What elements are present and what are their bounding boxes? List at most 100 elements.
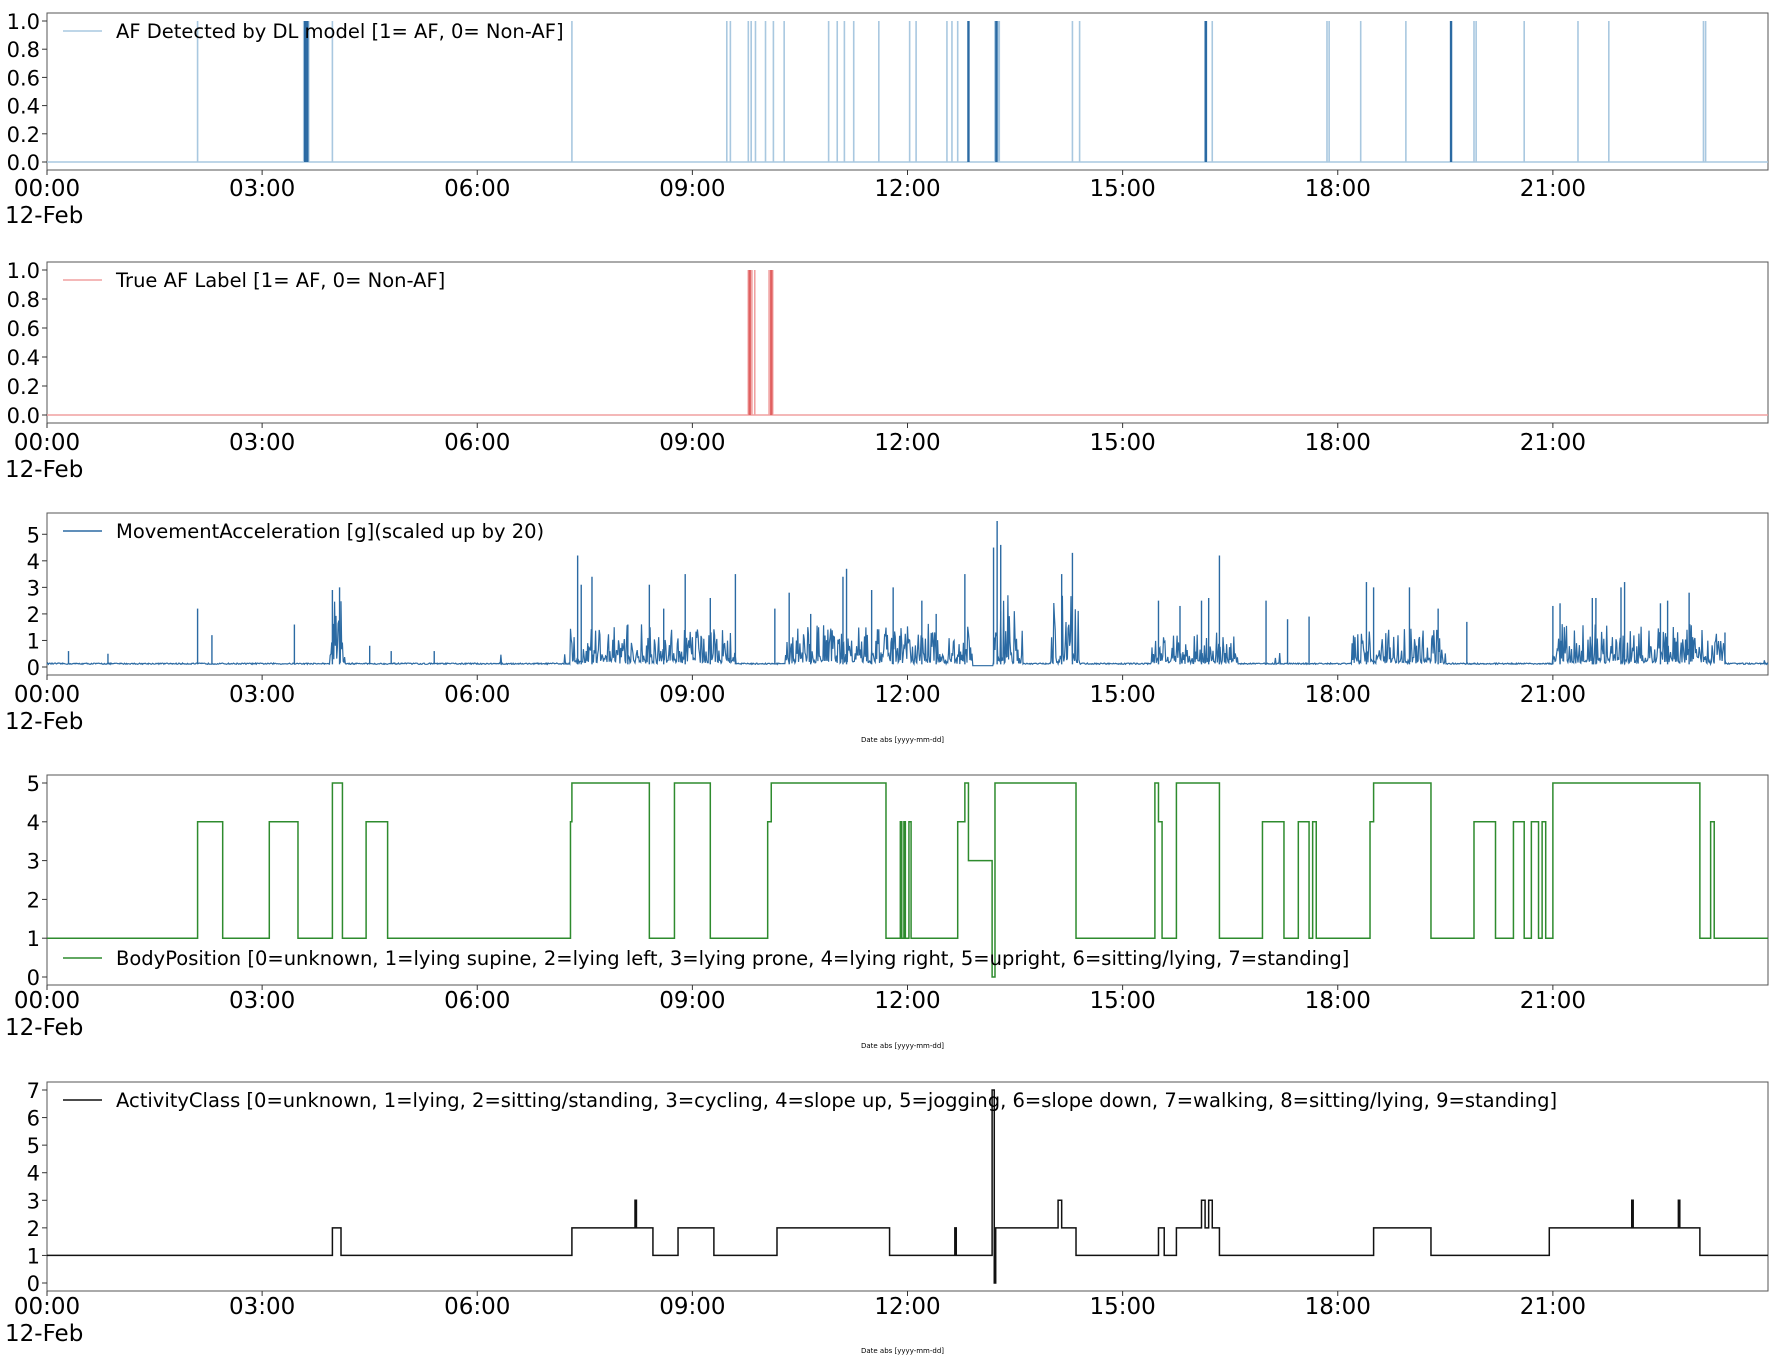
plot-area bbox=[47, 270, 1768, 416]
legend-label: ActivityClass [0=unknown, 1=lying, 2=sit… bbox=[116, 1089, 1557, 1112]
x-axis-label: Date abs [yyyy-mm-dd] bbox=[861, 1042, 944, 1050]
series-line bbox=[46, 595, 1769, 667]
x-tick-label: 21:00 bbox=[1520, 1294, 1586, 1320]
chart-body_position: 0 1 2 3 4 5 00:00 03:00 06:00 09:00 12:00 15:00 18:0… bbox=[5, 772, 1769, 1050]
y-tick-label: 6 bbox=[27, 1107, 40, 1131]
x-tick-label: 00:00 bbox=[14, 1294, 80, 1320]
x-tick-label: 12:00 bbox=[874, 988, 940, 1014]
series-line bbox=[47, 782, 1768, 978]
x-tick-label: 18:00 bbox=[1305, 430, 1371, 456]
x-date-label: 12-Feb bbox=[5, 1321, 83, 1347]
x-tick-label: 00:00 bbox=[14, 682, 80, 708]
legend: AF Detected by DL model [1= AF, 0= Non-A… bbox=[63, 20, 564, 43]
chart-true_af: 0.0 0.2 0.4 0.6 0.8 1.0 00:00 03:00 06:00 09:00 12… bbox=[5, 259, 1769, 483]
plot-area bbox=[46, 521, 1769, 667]
y-tick-label: 0.4 bbox=[7, 95, 40, 119]
x-tick-label: 15:00 bbox=[1089, 682, 1155, 708]
y-tick-label: 3 bbox=[27, 1189, 40, 1213]
legend: MovementAcceleration [g](scaled up by 20… bbox=[63, 520, 544, 543]
legend-label: AF Detected by DL model [1= AF, 0= Non-A… bbox=[116, 20, 564, 43]
y-tick-label: 0.6 bbox=[7, 317, 40, 341]
y-tick-label: 2 bbox=[27, 1217, 40, 1241]
y-tick-label: 4 bbox=[27, 1162, 40, 1186]
y-tick-label: 1 bbox=[27, 1244, 40, 1268]
x-tick-label: 00:00 bbox=[14, 988, 80, 1014]
y-tick-label: 4 bbox=[27, 811, 40, 835]
x-tick-label: 18:00 bbox=[1305, 988, 1371, 1014]
y-tick-label: 0.0 bbox=[7, 151, 40, 175]
x-tick-label: 21:00 bbox=[1520, 988, 1586, 1014]
y-tick-label: 0 bbox=[27, 1272, 40, 1296]
legend-label: True AF Label [1= AF, 0= Non-AF] bbox=[115, 269, 445, 292]
chart-movement: 0 12 34 5 00:00 03:00 06:00 09:00 12:00 15:00 18:0… bbox=[5, 512, 1769, 744]
plot-area bbox=[47, 1089, 1768, 1284]
y-tick-label: 2 bbox=[27, 888, 40, 912]
x-tick-label: 00:00 bbox=[14, 430, 80, 456]
x-tick-label: 12:00 bbox=[874, 682, 940, 708]
x-tick-label: 09:00 bbox=[659, 988, 725, 1014]
y-tick-label: 3 bbox=[27, 576, 40, 600]
x-tick-label: 21:00 bbox=[1520, 430, 1586, 456]
x-tick-label: 03:00 bbox=[229, 988, 295, 1014]
x-tick-label: 18:00 bbox=[1305, 682, 1371, 708]
x-tick-label: 12:00 bbox=[874, 1294, 940, 1320]
x-tick-label: 09:00 bbox=[659, 176, 725, 202]
x-tick-label: 12:00 bbox=[874, 176, 940, 202]
x-tick-label: 03:00 bbox=[229, 176, 295, 202]
y-tick-label: 5 bbox=[27, 523, 40, 547]
x-tick-label: 06:00 bbox=[444, 988, 510, 1014]
x-tick-label: 06:00 bbox=[444, 1294, 510, 1320]
x-tick-label: 15:00 bbox=[1089, 430, 1155, 456]
series-line bbox=[47, 1089, 1768, 1284]
y-tick-label: 0.8 bbox=[7, 38, 40, 62]
y-tick-label: 5 bbox=[27, 772, 40, 796]
y-tick-label: 5 bbox=[27, 1134, 40, 1158]
y-tick-label: 1.0 bbox=[7, 10, 40, 34]
plot-area bbox=[47, 21, 1768, 163]
y-tick-label: 0 bbox=[27, 656, 40, 680]
y-tick-label: 4 bbox=[27, 550, 40, 574]
x-tick-label: 15:00 bbox=[1089, 176, 1155, 202]
x-date-label: 12-Feb bbox=[5, 203, 83, 229]
y-tick-label: 1 bbox=[27, 927, 40, 951]
y-tick-label: 0.2 bbox=[7, 123, 40, 147]
y-tick-label: 0.2 bbox=[7, 375, 40, 399]
x-tick-label: 21:00 bbox=[1520, 176, 1586, 202]
x-tick-label: 09:00 bbox=[659, 430, 725, 456]
x-tick-label: 15:00 bbox=[1089, 988, 1155, 1014]
x-tick-label: 18:00 bbox=[1305, 176, 1371, 202]
x-tick-label: 03:00 bbox=[229, 682, 295, 708]
x-tick-label: 06:00 bbox=[444, 176, 510, 202]
x-tick-label: 09:00 bbox=[659, 682, 725, 708]
x-tick-label: 06:00 bbox=[444, 682, 510, 708]
y-tick-label: 3 bbox=[27, 850, 40, 874]
chart-activity_class: 0 1 2 3 4 5 6 7 00:00 03:00 06:00 09:00 12:00 15:00 18… bbox=[5, 1079, 1769, 1355]
x-tick-label: 15:00 bbox=[1089, 1294, 1155, 1320]
legend: ActivityClass [0=unknown, 1=lying, 2=sit… bbox=[63, 1089, 1557, 1112]
x-tick-label: 00:00 bbox=[14, 176, 80, 202]
x-tick-label: 06:00 bbox=[444, 430, 510, 456]
x-tick-label: 12:00 bbox=[874, 430, 940, 456]
x-axis-label: Date abs [yyyy-mm-dd] bbox=[861, 1347, 944, 1355]
x-tick-label: 09:00 bbox=[659, 1294, 725, 1320]
y-tick-label: 7 bbox=[27, 1079, 40, 1103]
x-axis-label: Date abs [yyyy-mm-dd] bbox=[861, 736, 944, 744]
y-tick-label: 0.6 bbox=[7, 66, 40, 90]
x-tick-label: 03:00 bbox=[229, 1294, 295, 1320]
y-tick-label: 1.0 bbox=[7, 259, 40, 283]
x-date-label: 12-Feb bbox=[5, 457, 83, 483]
y-tick-label: 1 bbox=[27, 629, 40, 653]
y-tick-label: 0.8 bbox=[7, 288, 40, 312]
x-date-label: 12-Feb bbox=[5, 1015, 83, 1041]
plot-area bbox=[47, 782, 1768, 978]
x-tick-label: 21:00 bbox=[1520, 682, 1586, 708]
legend: BodyPosition [0=unknown, 1=lying supine,… bbox=[63, 947, 1349, 970]
axes-frame bbox=[46, 1081, 1769, 1292]
x-tick-label: 18:00 bbox=[1305, 1294, 1371, 1320]
chart-af_dl: 0.0 0.2 0.4 0.6 0.8 1.0 00:00 03:00 06:00 09:00 12… bbox=[5, 10, 1769, 229]
legend-label: BodyPosition [0=unknown, 1=lying supine,… bbox=[116, 947, 1349, 970]
legend: True AF Label [1= AF, 0= Non-AF] bbox=[63, 269, 445, 292]
legend-label: MovementAcceleration [g](scaled up by 20… bbox=[116, 520, 544, 543]
y-tick-label: 2 bbox=[27, 603, 40, 627]
